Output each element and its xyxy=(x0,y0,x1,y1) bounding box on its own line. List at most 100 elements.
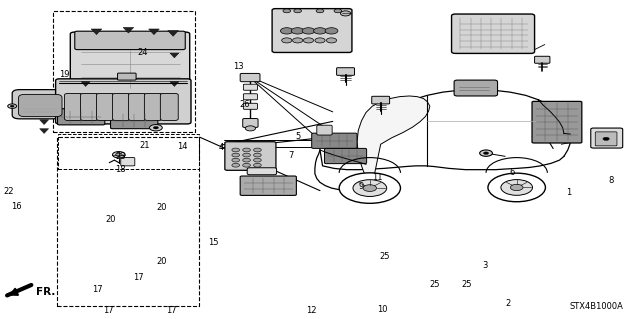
Text: 17: 17 xyxy=(132,272,143,281)
Text: 7: 7 xyxy=(289,151,294,160)
Circle shape xyxy=(116,153,122,156)
Text: 12: 12 xyxy=(307,306,317,315)
Text: 17: 17 xyxy=(102,306,113,315)
Text: 4: 4 xyxy=(219,143,224,152)
Circle shape xyxy=(315,38,325,43)
FancyBboxPatch shape xyxy=(129,93,147,121)
Polygon shape xyxy=(91,29,102,35)
FancyBboxPatch shape xyxy=(532,101,582,143)
FancyBboxPatch shape xyxy=(317,125,332,135)
FancyBboxPatch shape xyxy=(243,103,257,109)
Polygon shape xyxy=(123,27,134,33)
FancyBboxPatch shape xyxy=(121,158,135,166)
Circle shape xyxy=(253,158,261,162)
FancyBboxPatch shape xyxy=(70,32,189,92)
FancyBboxPatch shape xyxy=(145,93,163,121)
Polygon shape xyxy=(357,96,430,191)
Circle shape xyxy=(253,163,261,167)
Circle shape xyxy=(113,152,125,158)
Circle shape xyxy=(291,28,304,34)
FancyBboxPatch shape xyxy=(97,93,115,121)
Text: 21: 21 xyxy=(139,141,150,150)
Text: 5: 5 xyxy=(295,132,300,141)
FancyBboxPatch shape xyxy=(247,168,276,175)
Bar xyxy=(53,11,195,131)
Polygon shape xyxy=(40,120,49,124)
Circle shape xyxy=(232,158,239,162)
Polygon shape xyxy=(170,53,179,58)
FancyBboxPatch shape xyxy=(372,96,390,104)
Circle shape xyxy=(510,184,523,190)
Bar xyxy=(58,134,198,169)
FancyBboxPatch shape xyxy=(452,14,534,53)
Text: 15: 15 xyxy=(208,238,219,247)
Circle shape xyxy=(8,104,17,108)
Circle shape xyxy=(339,173,401,203)
Circle shape xyxy=(243,158,250,162)
Circle shape xyxy=(294,9,301,13)
Circle shape xyxy=(283,9,291,13)
Text: 18: 18 xyxy=(115,165,126,174)
FancyBboxPatch shape xyxy=(595,132,617,146)
FancyBboxPatch shape xyxy=(56,79,191,124)
FancyBboxPatch shape xyxy=(240,176,296,196)
Circle shape xyxy=(243,153,250,157)
FancyBboxPatch shape xyxy=(111,113,158,129)
FancyBboxPatch shape xyxy=(65,93,83,121)
Text: 9: 9 xyxy=(359,182,364,191)
Circle shape xyxy=(479,150,492,156)
FancyBboxPatch shape xyxy=(12,90,69,119)
Circle shape xyxy=(253,148,261,152)
Circle shape xyxy=(154,126,159,129)
Text: 10: 10 xyxy=(378,305,388,314)
Circle shape xyxy=(232,148,239,152)
Circle shape xyxy=(292,38,303,43)
Circle shape xyxy=(340,11,351,16)
Text: 14: 14 xyxy=(177,142,188,151)
Circle shape xyxy=(150,124,163,131)
Circle shape xyxy=(253,153,261,157)
FancyBboxPatch shape xyxy=(225,142,276,170)
Bar xyxy=(57,137,198,306)
FancyBboxPatch shape xyxy=(81,93,99,121)
FancyBboxPatch shape xyxy=(118,73,136,80)
Circle shape xyxy=(232,163,239,167)
Circle shape xyxy=(353,180,387,197)
Circle shape xyxy=(334,9,342,13)
FancyBboxPatch shape xyxy=(312,133,357,148)
Circle shape xyxy=(232,153,239,157)
FancyBboxPatch shape xyxy=(19,94,62,117)
Circle shape xyxy=(243,163,250,167)
Text: 24: 24 xyxy=(137,48,148,57)
Circle shape xyxy=(10,105,14,107)
Polygon shape xyxy=(81,82,90,86)
Text: 13: 13 xyxy=(233,62,244,71)
Circle shape xyxy=(303,38,314,43)
Circle shape xyxy=(316,9,324,13)
FancyBboxPatch shape xyxy=(58,109,105,125)
Circle shape xyxy=(280,28,293,34)
Circle shape xyxy=(325,28,338,34)
Circle shape xyxy=(603,137,609,140)
FancyBboxPatch shape xyxy=(75,31,185,50)
Circle shape xyxy=(245,126,255,131)
FancyBboxPatch shape xyxy=(454,80,497,96)
Text: 20: 20 xyxy=(156,257,167,266)
FancyBboxPatch shape xyxy=(161,93,178,121)
FancyBboxPatch shape xyxy=(534,56,550,63)
Circle shape xyxy=(326,38,337,43)
Text: 16: 16 xyxy=(11,202,21,211)
Text: 22: 22 xyxy=(3,187,13,197)
FancyBboxPatch shape xyxy=(272,9,352,52)
Text: 25: 25 xyxy=(380,252,390,261)
Text: 8: 8 xyxy=(608,176,613,185)
Polygon shape xyxy=(168,31,179,36)
Circle shape xyxy=(488,173,545,202)
Circle shape xyxy=(243,148,250,152)
FancyBboxPatch shape xyxy=(113,93,131,121)
FancyBboxPatch shape xyxy=(240,73,260,82)
Polygon shape xyxy=(40,129,49,133)
Text: 6: 6 xyxy=(509,168,515,177)
Text: 11: 11 xyxy=(372,174,383,182)
FancyBboxPatch shape xyxy=(324,148,367,164)
